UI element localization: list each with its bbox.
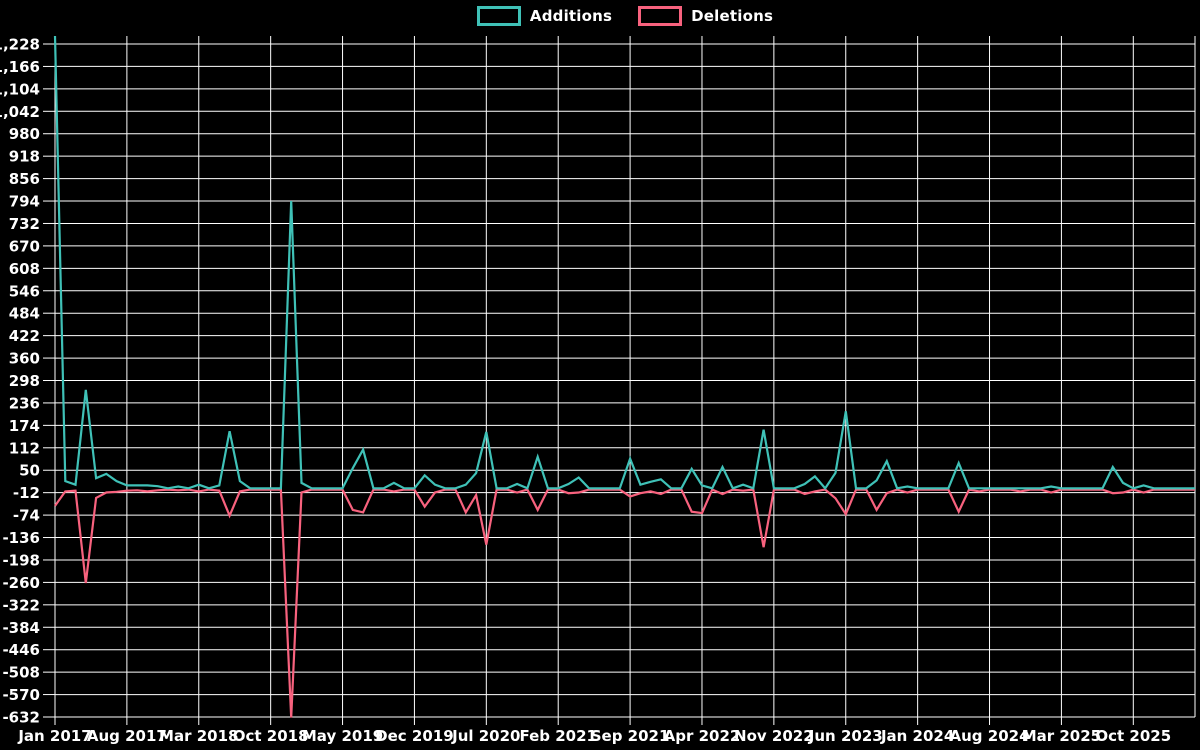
additions-swatch-icon [476, 6, 521, 26]
y-tick-label: 918 [9, 148, 40, 166]
x-tick-label: Oct 2025 [1095, 727, 1171, 745]
x-tick-label: Jan 2024 [880, 727, 954, 745]
y-tick-label: -136 [2, 529, 40, 547]
x-tick-label: Dec 2019 [375, 727, 454, 745]
y-tick-label: -322 [2, 596, 40, 614]
y-tick-label: -570 [2, 686, 40, 704]
y-tick-label: 174 [9, 417, 40, 435]
x-tick-label: Oct 2018 [233, 727, 309, 745]
axis-ticks [43, 43, 1134, 725]
x-tick-label: Jul 2020 [451, 727, 520, 745]
y-tick-label: -198 [2, 551, 40, 569]
x-tick-label: Jan 2017 [17, 727, 91, 745]
additions-line [53, 35, 1195, 491]
y-tick-label: 422 [9, 327, 40, 345]
deletions-swatch-icon [638, 6, 683, 26]
y-tick-label: 298 [9, 372, 40, 390]
additions-legend-label: Additions [529, 7, 613, 25]
axis-labels: 1,228 1,166 1,104 1,042 980 918 856 794 732 670 60… [0, 36, 1171, 746]
y-tick-label: 980 [9, 125, 40, 143]
y-tick-label: -260 [2, 574, 40, 592]
chart-legend: Additions Deletions [55, 6, 1195, 26]
y-tick-label: 236 [9, 394, 40, 412]
x-tick-label: Mar 2025 [1022, 727, 1101, 745]
y-tick-label: 794 [9, 193, 40, 211]
deletions-legend-label: Deletions [691, 7, 774, 25]
y-tick-label: -446 [2, 641, 40, 659]
y-tick-label: 484 [9, 305, 40, 323]
y-tick-label: 732 [9, 215, 40, 233]
y-tick-label: 50 [19, 462, 40, 480]
legend-item-deletions[interactable]: Deletions [638, 6, 773, 26]
x-tick-label: Nov 2022 [734, 727, 814, 745]
y-tick-label: 112 [9, 439, 40, 457]
legend-item-additions[interactable]: Additions [476, 6, 613, 26]
y-tick-label: 1,166 [0, 58, 40, 76]
y-tick-label: 670 [9, 237, 40, 255]
y-tick-label: 1,042 [0, 103, 40, 121]
y-tick-label: 360 [9, 350, 40, 368]
gridlines [54, 36, 1196, 718]
x-tick-label: Aug 2024 [950, 727, 1030, 745]
x-tick-label: Feb 2021 [519, 727, 597, 745]
y-tick-label: 1,104 [0, 80, 40, 98]
y-tick-label: 608 [9, 260, 40, 278]
x-tick-label: May 2019 [302, 727, 383, 745]
y-tick-label: 546 [9, 282, 40, 300]
y-tick-label: 1,228 [0, 36, 40, 54]
y-tick-label: 856 [9, 170, 40, 188]
y-tick-label: -384 [2, 619, 40, 637]
x-tick-label: Apr 2022 [664, 727, 741, 745]
x-tick-label: Mar 2018 [159, 727, 238, 745]
x-tick-label: Jun 2023 [808, 727, 883, 745]
y-tick-label: -74 [13, 507, 40, 525]
x-tick-label: Aug 2017 [87, 727, 167, 745]
x-tick-label: Sep 2021 [591, 727, 670, 745]
y-tick-label: -632 [2, 709, 40, 727]
y-tick-label: -508 [2, 664, 40, 682]
deletions-line [54, 488, 1195, 718]
y-tick-label: -12 [13, 484, 40, 502]
